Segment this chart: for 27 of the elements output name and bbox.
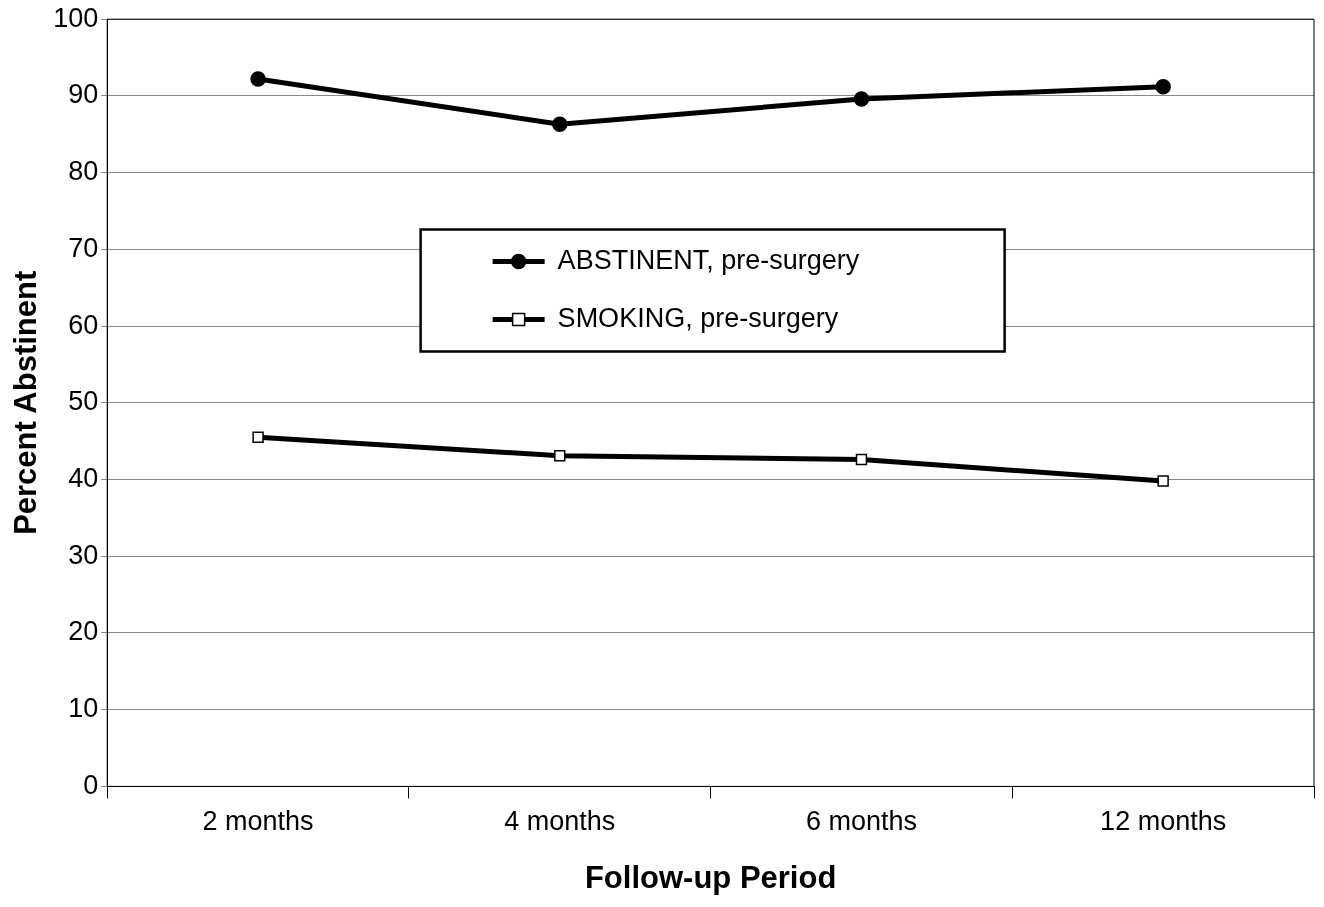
point <box>855 453 868 466</box>
y-tick-label: 20 <box>68 616 99 647</box>
y-tick-label: 90 <box>68 79 99 110</box>
y-tick-label: 60 <box>68 309 99 340</box>
point <box>250 71 266 87</box>
y-tick-label: 40 <box>68 462 99 493</box>
y-tick-label: 80 <box>68 156 99 187</box>
point <box>1157 475 1169 487</box>
y-tick-label: 30 <box>68 539 99 570</box>
x-axis-title: Follow-up Period <box>584 859 837 895</box>
legend-label: SMOKING, pre-surgery <box>557 302 839 333</box>
point <box>252 431 264 444</box>
x-tick-label: 12 months <box>1100 806 1227 837</box>
point <box>853 91 870 107</box>
y-tick-label: 70 <box>68 232 99 263</box>
y-tick-label: 10 <box>68 693 99 724</box>
point <box>1155 78 1171 95</box>
x-tick-label: 4 months <box>504 806 616 837</box>
y-axis-title: Percent Abstinent <box>8 270 44 535</box>
point <box>552 116 568 133</box>
point <box>554 450 566 462</box>
y-tick-label: 100 <box>53 2 99 33</box>
y-tick-label: 50 <box>68 386 99 417</box>
x-tick-label: 2 months <box>202 806 314 837</box>
y-tick-label: 0 <box>83 769 99 800</box>
x-tick-label: 6 months <box>805 806 917 837</box>
legend-label: ABSTINENT, pre-surgery <box>557 244 860 275</box>
